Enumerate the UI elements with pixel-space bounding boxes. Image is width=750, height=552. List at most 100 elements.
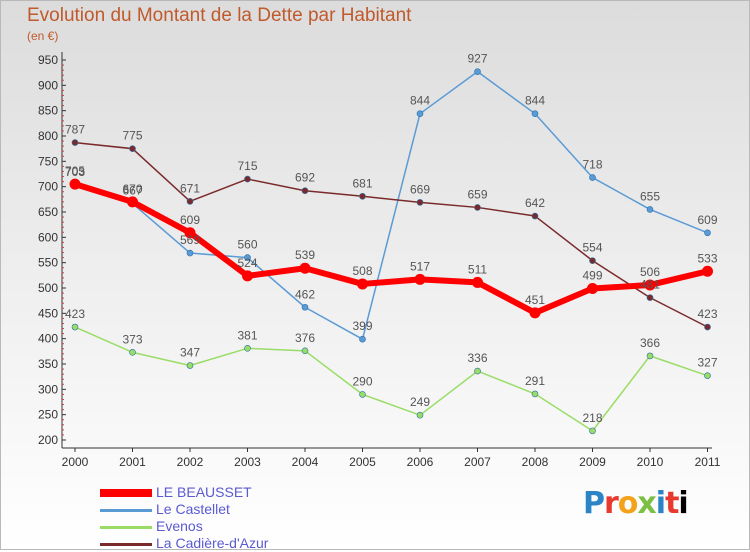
y-tick-label: 900 (38, 78, 58, 92)
data-label: 399 (352, 319, 372, 333)
y-tick-label: 350 (38, 357, 58, 371)
data-label: 692 (295, 171, 315, 185)
data-label: 327 (697, 356, 717, 370)
x-tick-label: 2000 (62, 455, 89, 469)
series-line-0 (72, 181, 711, 316)
data-point (359, 391, 366, 398)
data-point (704, 323, 711, 331)
x-tick-label: 2001 (119, 455, 146, 469)
data-label: 290 (352, 374, 372, 388)
data-label: 775 (122, 129, 142, 143)
logo-letter: i (655, 486, 666, 521)
data-point (414, 273, 426, 285)
data-point (69, 178, 81, 190)
data-label: 703 (65, 165, 85, 179)
data-label: 366 (640, 336, 660, 350)
x-tick-label: 2011 (695, 455, 721, 469)
data-label: 787 (65, 123, 85, 137)
data-point (589, 174, 596, 181)
data-label: 718 (582, 158, 602, 172)
data-point (531, 212, 539, 220)
data-point (71, 139, 79, 146)
data-point (359, 335, 366, 343)
data-label: 569 (180, 233, 200, 247)
logo-letter: i (678, 486, 688, 521)
y-tick-label: 750 (38, 154, 58, 168)
data-point (244, 254, 251, 261)
data-point (299, 262, 311, 274)
data-label: 336 (467, 351, 487, 365)
data-point (704, 372, 711, 379)
data-label: 524 (237, 256, 257, 270)
data-point (186, 362, 194, 369)
data-point (474, 68, 481, 75)
data-label: 609 (697, 213, 717, 227)
legend-swatch (100, 542, 152, 546)
series-layer (69, 68, 713, 435)
data-point (242, 270, 253, 282)
data-label: 844 (525, 94, 545, 108)
y-tick-label: 450 (38, 306, 58, 320)
y-tick-label: 550 (38, 256, 58, 270)
data-point (359, 192, 366, 200)
data-label: 291 (525, 374, 545, 388)
data-point (186, 249, 194, 257)
y-tick-label: 650 (38, 205, 58, 219)
series-line-1 (74, 70, 709, 340)
data-label: 715 (237, 159, 257, 173)
legend-swatch (100, 508, 152, 512)
logo-letter: x (637, 486, 656, 521)
data-label: 539 (295, 248, 315, 262)
y-tick-label: 700 (38, 180, 58, 194)
data-point (529, 307, 541, 319)
data-point (129, 349, 136, 356)
logo-letter: P (583, 486, 605, 521)
data-point (416, 110, 424, 118)
data-label: 381 (237, 328, 257, 342)
data-point (531, 110, 539, 118)
data-label: 347 (180, 346, 200, 360)
data-label: 533 (697, 251, 717, 265)
legend-swatch (100, 525, 152, 529)
y-tick-label: 250 (38, 408, 58, 422)
series-line-2 (74, 326, 709, 432)
data-label: 423 (65, 307, 85, 321)
x-tick-label: 2009 (579, 455, 606, 469)
data-label: 642 (525, 196, 545, 210)
data-point (301, 187, 309, 195)
y-tick-label: 600 (38, 230, 58, 244)
legend-label: Evenos (156, 518, 203, 534)
data-label: 669 (410, 182, 430, 196)
logo-letter: t (665, 486, 679, 521)
data-point (357, 278, 368, 290)
series-line-3 (74, 141, 709, 328)
proxiti-logo: Proxiti (583, 486, 689, 521)
data-label: 554 (582, 241, 602, 255)
x-tick-label: 2003 (234, 455, 261, 469)
y-tick-label: 400 (38, 332, 58, 346)
data-label: 609 (180, 213, 200, 227)
data-label: 844 (410, 94, 430, 108)
data-label: 462 (295, 287, 315, 301)
data-point (244, 344, 251, 352)
data-label: 423 (697, 307, 717, 321)
legend-label: LE BEAUSSET (156, 484, 252, 500)
y-tick-label: 300 (38, 382, 58, 396)
data-label: 249 (410, 395, 430, 409)
logo-letter: o (617, 486, 639, 521)
data-point (244, 175, 251, 183)
x-tick-label: 2006 (407, 455, 434, 469)
x-tick-label: 2005 (349, 455, 376, 469)
data-label: 508 (352, 264, 372, 278)
data-point (127, 196, 138, 208)
y-tick-label: 800 (38, 129, 58, 143)
chart-title: Evolution du Montant de la Dette par Hab… (27, 5, 412, 26)
data-point (589, 257, 596, 264)
data-point (704, 229, 711, 237)
data-label: 705 (65, 164, 85, 178)
data-point (702, 265, 713, 277)
data-label: 560 (237, 238, 257, 252)
data-label: 511 (468, 262, 487, 276)
axes: 200 250 300 350 400 450 500 550 600 650 700 750 800 8… (38, 52, 721, 469)
